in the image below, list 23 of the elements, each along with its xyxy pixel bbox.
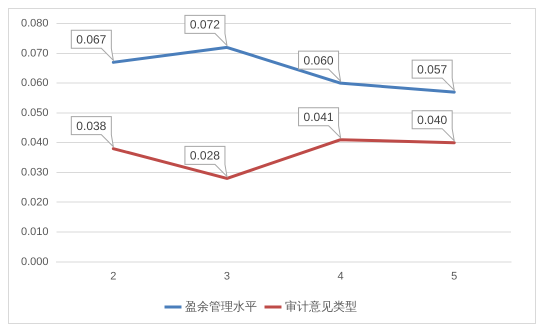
legend-label: 审计意见类型 [285, 299, 357, 314]
y-tick-label: 0.010 [20, 226, 49, 238]
y-tick-label: 0.000 [20, 256, 49, 268]
data-label: 0.041 [304, 110, 334, 124]
y-tick-label: 0.020 [20, 196, 49, 208]
y-tick-label: 0.060 [20, 77, 49, 90]
x-tick-label: 2 [110, 270, 116, 282]
y-tick-label: 0.030 [20, 166, 49, 179]
y-tick-label: 0.070 [20, 47, 49, 60]
y-tick-label: 0.050 [20, 106, 49, 119]
data-label: 0.040 [417, 113, 448, 128]
y-tick-label: 0.080 [20, 18, 49, 30]
data-label: 0.038 [76, 118, 107, 133]
data-label: 0.028 [190, 148, 220, 163]
legend-label: 盈余管理水平 [185, 299, 257, 314]
data-label: 0.060 [304, 53, 334, 68]
data-label: 0.072 [190, 18, 220, 32]
y-tick-label: 0.040 [20, 136, 49, 149]
data-label: 0.057 [417, 62, 448, 76]
data-label: 0.067 [76, 32, 107, 47]
x-tick-label: 5 [451, 270, 458, 282]
x-tick-label: 4 [338, 270, 344, 282]
x-tick-label: 3 [224, 270, 230, 282]
